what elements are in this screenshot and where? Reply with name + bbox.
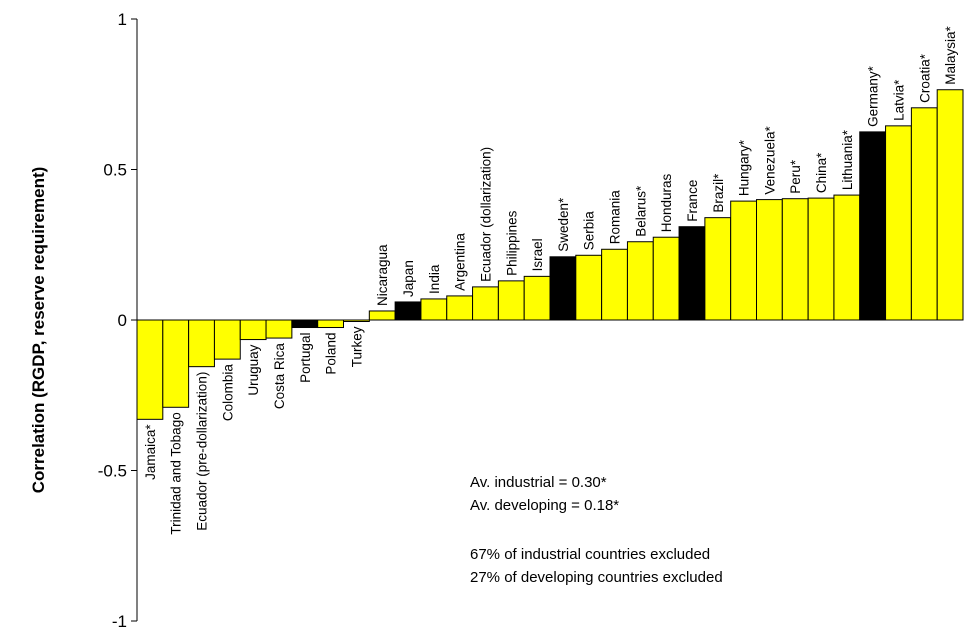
bar bbox=[678, 226, 706, 321]
bar-label: Sweden* bbox=[556, 197, 571, 252]
bar bbox=[652, 236, 680, 321]
bar-label: Venezuela* bbox=[762, 126, 777, 195]
annotation-avg-developing: Av. developing = 0.18* bbox=[470, 497, 619, 514]
bar-label: Trinidad and Tobago bbox=[169, 412, 184, 534]
bar bbox=[575, 254, 603, 321]
bar-label: Peru* bbox=[788, 159, 803, 194]
bar bbox=[136, 319, 164, 420]
bar bbox=[188, 319, 215, 368]
bar-label: Brazil* bbox=[711, 173, 726, 213]
bar-label: China* bbox=[814, 152, 829, 193]
bar bbox=[910, 107, 938, 321]
bar bbox=[626, 241, 654, 321]
bar-label: Serbia bbox=[582, 211, 597, 251]
bar-label: Belarus* bbox=[633, 185, 648, 237]
bar bbox=[291, 319, 319, 329]
bar-label: Hungary* bbox=[737, 139, 752, 196]
y-tick-label: -1 bbox=[112, 612, 127, 630]
y-tick-label: 0.5 bbox=[103, 161, 127, 180]
bar bbox=[317, 319, 345, 329]
bar bbox=[756, 199, 783, 321]
bar-label: India bbox=[427, 264, 442, 294]
bar bbox=[472, 286, 499, 321]
bar-label: Malaysia* bbox=[943, 25, 958, 84]
bar-label: Honduras bbox=[659, 173, 674, 232]
y-tick-label: 1 bbox=[118, 10, 127, 29]
y-tick-label: 0 bbox=[118, 311, 127, 330]
bar-label: Philippines bbox=[504, 210, 519, 276]
bar-label: Germany* bbox=[866, 65, 881, 127]
y-axis-ticks: 1 0.5 0 -0.5 -1 bbox=[98, 10, 137, 630]
bar bbox=[730, 200, 758, 321]
bar bbox=[265, 319, 293, 339]
annotation-developing-excluded: 27% of developing countries excluded bbox=[470, 569, 723, 586]
bar bbox=[394, 301, 422, 321]
bar-label: Argentina bbox=[453, 233, 468, 291]
bar-label: Latvia* bbox=[891, 79, 906, 121]
bar bbox=[368, 310, 396, 321]
bar-label: Jamaica* bbox=[143, 424, 158, 480]
bar bbox=[833, 194, 861, 321]
bar-label: Japan bbox=[401, 260, 416, 297]
bar bbox=[523, 275, 551, 321]
bar bbox=[885, 125, 912, 321]
bar-label: Turkey bbox=[349, 326, 364, 367]
bar-label: Lithuania* bbox=[840, 129, 855, 190]
bar bbox=[704, 217, 732, 321]
bar-label: France bbox=[685, 180, 700, 222]
bar-label: Uruguay bbox=[246, 344, 261, 395]
bar bbox=[859, 131, 887, 321]
bar-label: Ecuador (pre-dollarization) bbox=[195, 372, 210, 531]
bars-layer bbox=[136, 89, 964, 420]
bar bbox=[162, 319, 190, 408]
bar-label: Portugal bbox=[298, 333, 313, 383]
bar-label: Poland bbox=[324, 333, 339, 375]
y-axis-title: Correlation (RGDP, reserve requirement) bbox=[29, 167, 48, 494]
bar bbox=[239, 319, 267, 341]
bar bbox=[497, 280, 525, 321]
bar bbox=[446, 295, 474, 321]
bar-label: Romania bbox=[608, 190, 623, 245]
bar-label: Croatia* bbox=[917, 53, 932, 103]
annotation-block: Av. industrial = 0.30* Av. developing = … bbox=[470, 474, 723, 586]
bar bbox=[420, 298, 448, 321]
annotation-avg-industrial: Av. industrial = 0.30* bbox=[470, 474, 607, 491]
bar-label: Nicaragua bbox=[375, 244, 390, 306]
bar bbox=[601, 248, 628, 321]
bar bbox=[807, 197, 835, 321]
annotation-industrial-excluded: 67% of industrial countries excluded bbox=[470, 546, 710, 563]
bar-labels-layer: Jamaica* Trinidad and Tobago Ecuador (pre-… bbox=[143, 25, 958, 534]
bar-label: Israel bbox=[530, 238, 545, 271]
bar-label: Ecuador (dollarization) bbox=[478, 147, 493, 282]
y-tick-label: -0.5 bbox=[98, 462, 127, 481]
bar bbox=[936, 89, 964, 321]
bar bbox=[213, 319, 241, 360]
bar-label: Colombia bbox=[220, 364, 235, 422]
bar-label: Costa Rica bbox=[272, 343, 287, 410]
bar bbox=[781, 198, 809, 321]
bar bbox=[549, 256, 577, 321]
